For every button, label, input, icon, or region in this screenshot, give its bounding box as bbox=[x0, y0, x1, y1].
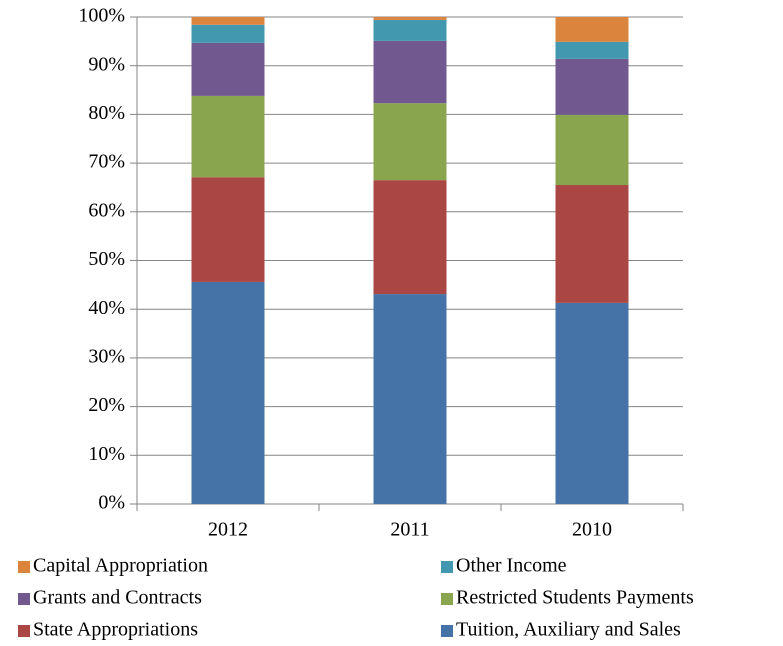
bar-segment bbox=[191, 17, 265, 25]
legend-swatch bbox=[441, 625, 453, 637]
y-tick-label: 100% bbox=[78, 5, 125, 27]
legend-label: Tuition, Auxiliary and Sales bbox=[456, 619, 681, 641]
y-tick-label: 70% bbox=[88, 151, 125, 173]
bar-segment bbox=[373, 294, 447, 504]
legend-swatch bbox=[18, 625, 30, 637]
bar-segment bbox=[373, 17, 447, 20]
y-tick-label: 90% bbox=[88, 53, 125, 75]
legend-label: Restricted Students Payments bbox=[456, 587, 694, 609]
x-tick-label: 2010 bbox=[572, 519, 612, 541]
bar-segment bbox=[191, 177, 265, 282]
bar-segment bbox=[555, 41, 629, 59]
legend-label: Grants and Contracts bbox=[33, 587, 202, 609]
bar-segment bbox=[373, 40, 447, 104]
legend-swatch bbox=[18, 561, 30, 573]
legend-swatch bbox=[18, 593, 30, 605]
legend-swatch bbox=[441, 561, 453, 573]
bar-segment bbox=[373, 103, 447, 181]
y-tick-label: 10% bbox=[88, 443, 125, 465]
bar-segment bbox=[555, 302, 629, 504]
x-tick-label: 2012 bbox=[208, 519, 248, 541]
legend-label: State Appropriations bbox=[33, 619, 198, 641]
y-tick-label: 20% bbox=[88, 394, 125, 416]
y-tick-label: 30% bbox=[88, 345, 125, 367]
legend-label: Other Income bbox=[456, 555, 567, 577]
legend-label: Capital Appropriation bbox=[33, 555, 208, 577]
bar-segment bbox=[373, 19, 447, 41]
x-tick-label: 2011 bbox=[390, 519, 429, 541]
bar-segment bbox=[191, 24, 265, 43]
y-tick-label: 60% bbox=[88, 199, 125, 221]
bar-segment bbox=[555, 114, 629, 186]
bar-segment bbox=[555, 58, 629, 115]
y-tick-label: 0% bbox=[98, 492, 125, 514]
y-tick-label: 40% bbox=[88, 297, 125, 319]
y-tick-label: 50% bbox=[88, 248, 125, 270]
bar-segment bbox=[555, 185, 629, 303]
bar-segment bbox=[191, 281, 265, 504]
legend-swatch bbox=[441, 593, 453, 605]
bar-segment bbox=[555, 17, 629, 42]
bar-segment bbox=[191, 42, 265, 96]
bar-segment bbox=[191, 95, 265, 178]
bar-segment bbox=[373, 180, 447, 295]
y-tick-label: 80% bbox=[88, 102, 125, 124]
